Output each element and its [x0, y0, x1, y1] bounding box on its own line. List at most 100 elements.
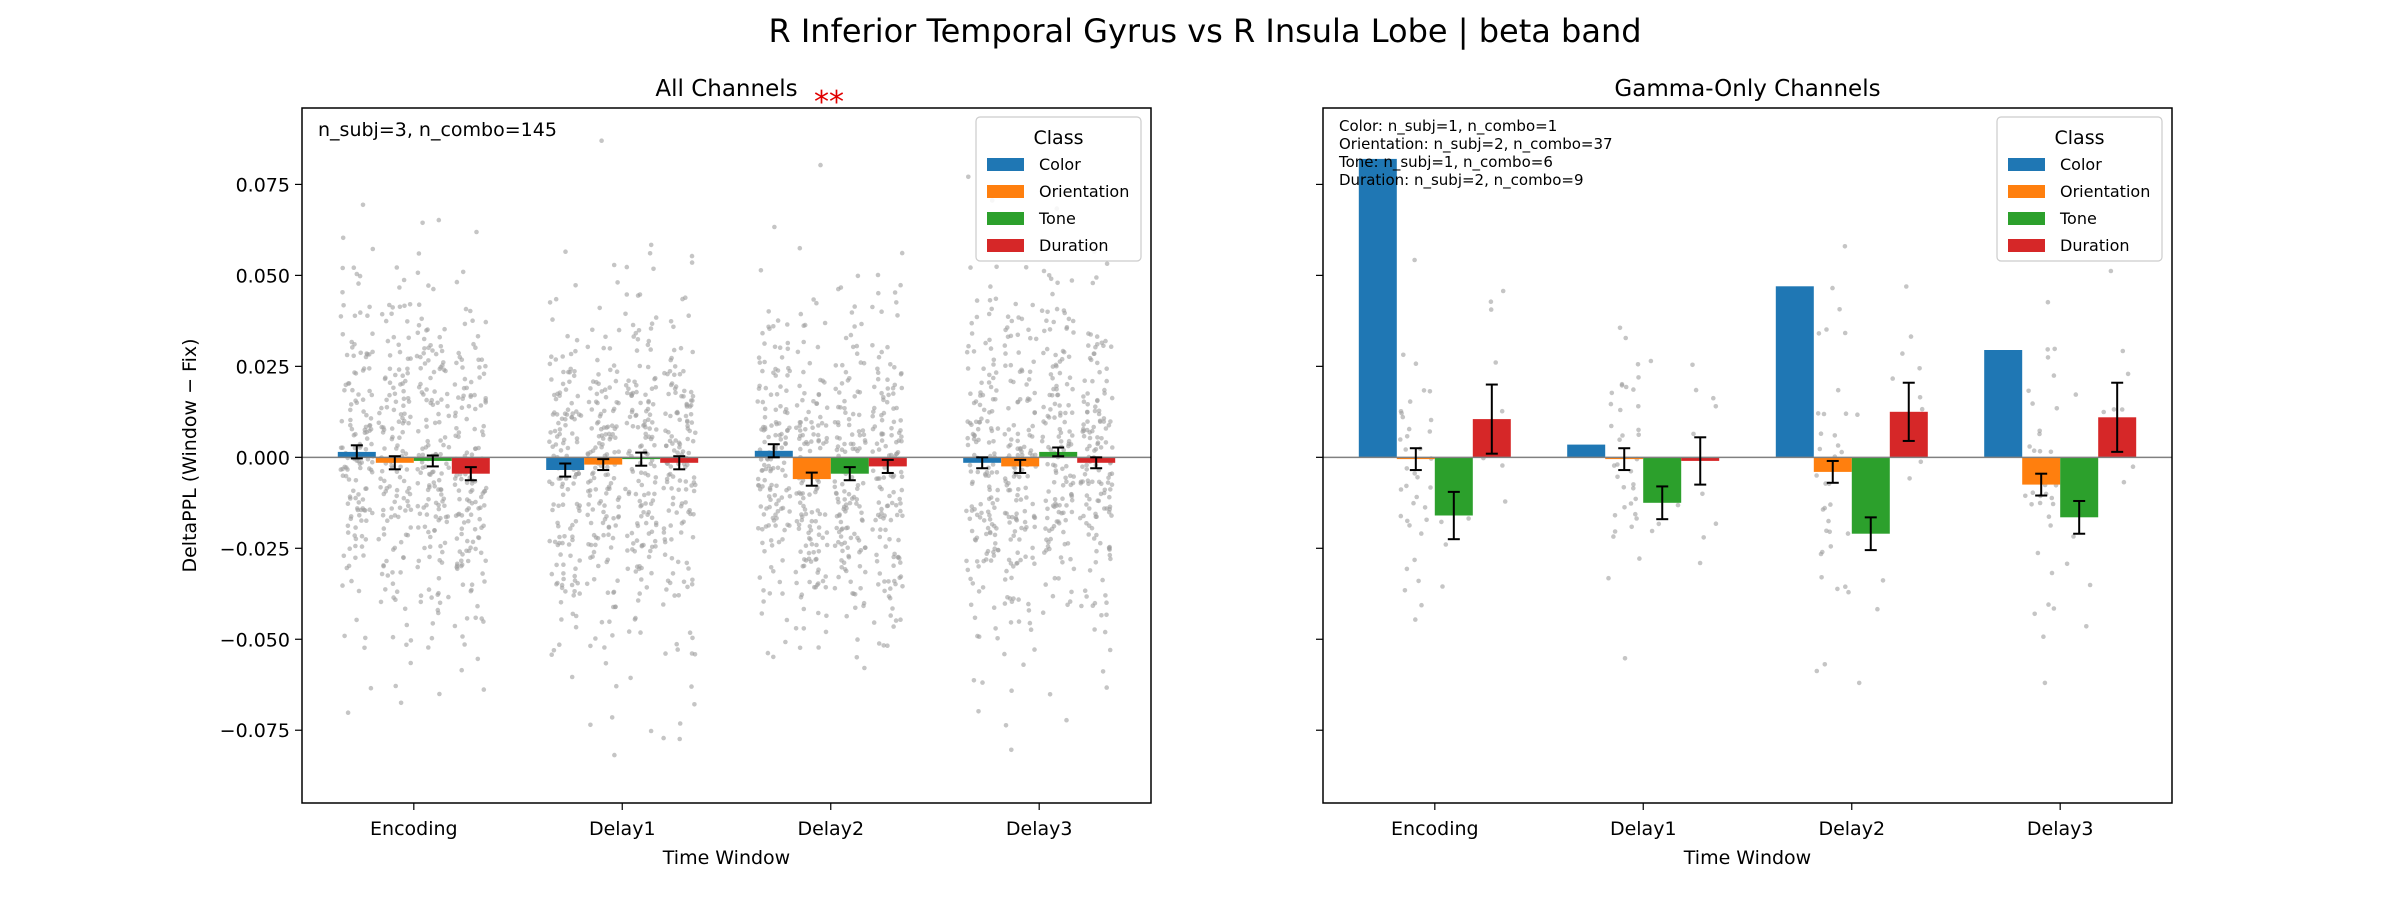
data-point	[459, 531, 464, 537]
data-point	[405, 498, 410, 504]
data-point	[453, 410, 458, 416]
data-point	[481, 687, 487, 692]
data-point	[607, 486, 612, 492]
data-point	[1030, 545, 1035, 551]
data-point	[877, 571, 883, 576]
data-point	[403, 451, 409, 457]
data-point	[819, 420, 825, 426]
data-point	[850, 591, 855, 596]
data-point	[648, 501, 654, 507]
data-point	[398, 464, 403, 470]
data-point	[761, 599, 766, 604]
data-point	[760, 540, 765, 546]
data-point	[1067, 429, 1072, 434]
data-point	[850, 344, 856, 350]
data-point	[1814, 668, 1820, 674]
data-point	[645, 406, 651, 412]
data-point	[666, 391, 671, 397]
data-point	[860, 480, 866, 486]
data-point	[456, 395, 461, 400]
data-point	[1107, 504, 1113, 510]
data-point	[887, 493, 892, 499]
data-point	[417, 511, 423, 517]
data-point	[667, 369, 673, 374]
data-point	[664, 587, 669, 592]
data-point	[890, 385, 896, 391]
data-point	[559, 585, 565, 591]
data-point	[626, 491, 632, 497]
data-point	[670, 571, 676, 576]
data-point	[762, 415, 768, 420]
data-point	[379, 311, 385, 317]
data-point	[481, 423, 487, 429]
data-point	[771, 518, 777, 523]
data-point	[442, 540, 448, 546]
data-point	[824, 613, 829, 619]
data-point	[874, 552, 879, 558]
data-point	[444, 461, 449, 467]
data-point	[890, 474, 896, 480]
data-point	[1048, 276, 1054, 282]
data-point	[894, 300, 899, 305]
data-point	[641, 542, 646, 548]
data-point	[813, 557, 818, 562]
data-point	[586, 502, 591, 507]
data-point	[1040, 434, 1046, 440]
data-point	[1080, 479, 1085, 484]
data-point	[685, 584, 690, 590]
data-point	[2046, 514, 2052, 519]
data-point	[1048, 372, 1054, 377]
data-point	[428, 343, 433, 348]
data-point	[430, 621, 436, 626]
data-point	[638, 503, 643, 509]
data-point	[800, 397, 805, 403]
data-point	[1628, 501, 1634, 506]
data-point	[682, 388, 687, 394]
data-point	[367, 388, 372, 394]
data-point	[839, 558, 844, 563]
data-point	[647, 412, 653, 418]
data-point	[797, 500, 803, 506]
data-point	[360, 397, 366, 403]
chart-panels: All Channels **−0.075−0.050−0.0250.0000.0…	[179, 76, 2173, 869]
data-point	[1412, 471, 1417, 476]
data-point	[378, 485, 383, 490]
data-point	[801, 606, 807, 612]
data-point	[1068, 482, 1074, 488]
data-point	[572, 573, 577, 579]
data-point	[807, 360, 813, 366]
data-point	[769, 423, 774, 428]
data-point	[362, 507, 367, 513]
data-point	[419, 316, 425, 322]
data-point	[623, 311, 628, 317]
data-point	[983, 473, 988, 478]
data-point	[393, 372, 398, 378]
data-point	[1030, 501, 1035, 507]
data-point	[615, 497, 621, 503]
data-point	[558, 600, 564, 605]
data-point	[444, 519, 450, 525]
data-point	[653, 544, 658, 549]
data-point	[689, 420, 695, 425]
data-point	[820, 378, 825, 384]
data-point	[676, 487, 681, 493]
data-point	[885, 386, 891, 391]
data-point	[462, 642, 467, 647]
data-point	[585, 512, 590, 518]
data-point	[898, 372, 904, 377]
data-point	[432, 420, 438, 426]
bar-color-encoding	[1358, 158, 1397, 458]
data-point	[968, 265, 973, 270]
data-point	[646, 399, 651, 405]
data-point	[603, 432, 608, 437]
data-point	[762, 477, 767, 483]
data-point	[353, 371, 359, 376]
data-point	[433, 514, 439, 519]
data-point	[801, 339, 806, 345]
data-point	[1011, 596, 1016, 601]
data-point	[426, 497, 431, 502]
data-point	[482, 579, 487, 584]
data-point	[446, 465, 452, 471]
